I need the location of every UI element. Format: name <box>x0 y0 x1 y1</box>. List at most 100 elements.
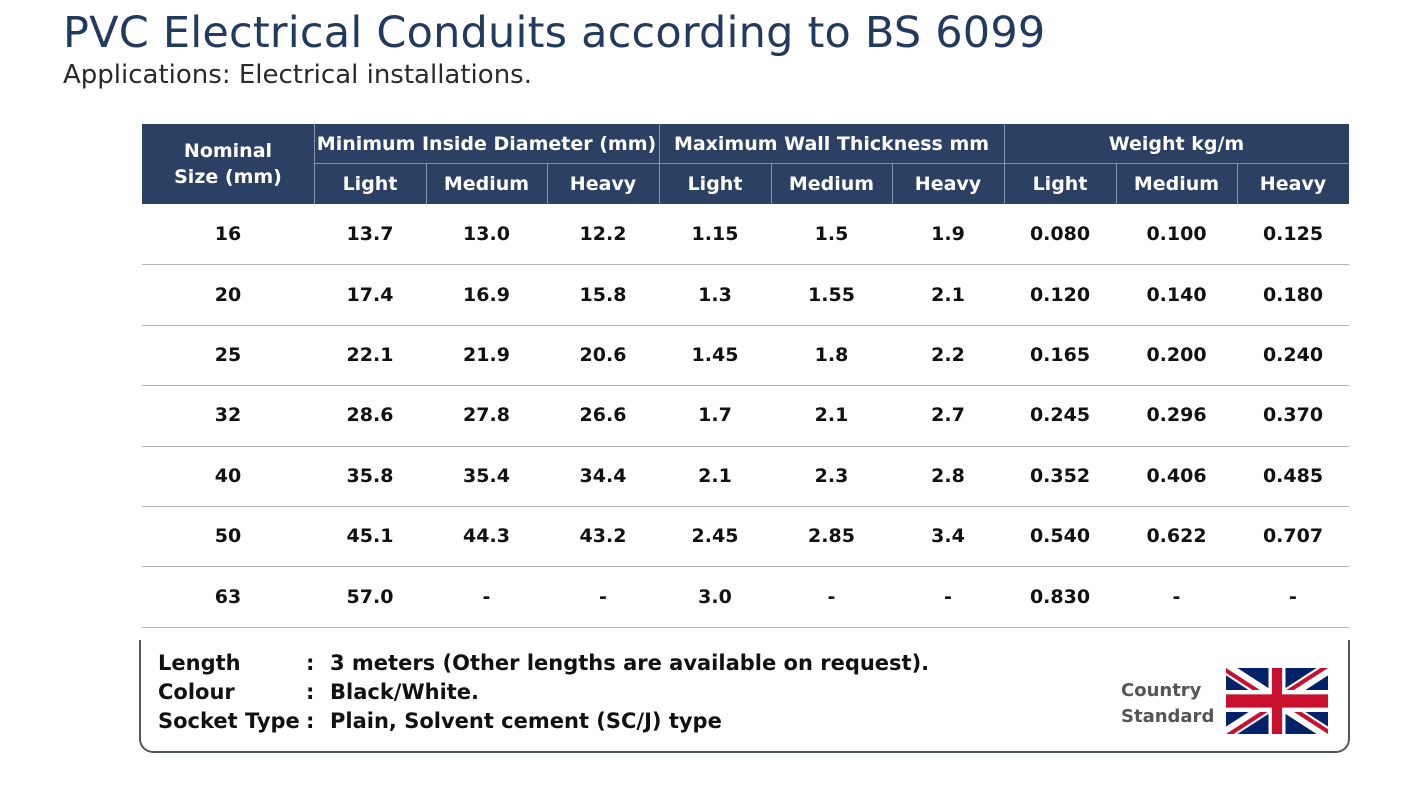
table-cell: 32 <box>214 404 242 427</box>
table-cell: 2.2 <box>931 343 965 366</box>
table-cell: 22.1 <box>346 343 394 366</box>
table-cell: 0.140 <box>1146 283 1207 306</box>
table-cell: 0.200 <box>1146 343 1207 366</box>
table-cell: 2.1 <box>931 283 965 306</box>
badge-text: Country <box>1121 680 1202 701</box>
table-cell: 16.9 <box>463 283 510 306</box>
header-divider <box>1004 124 1005 204</box>
table-cell: 0.622 <box>1146 525 1207 548</box>
table-cell: 35.4 <box>463 464 510 487</box>
spec-value: Black/White. <box>330 680 480 704</box>
table-cell: 0.240 <box>1262 343 1324 366</box>
spec-label: Colour <box>158 680 235 704</box>
table-cell: 2.8 <box>931 464 965 487</box>
table-cell: 35.8 <box>346 464 394 487</box>
table-cell: 15.8 <box>579 283 627 306</box>
sub-header: Heavy <box>892 163 1004 204</box>
row-divider <box>142 566 1349 568</box>
table-cell: - <box>482 585 491 608</box>
table-cell: 0.245 <box>1029 404 1091 427</box>
table-cell: 1.45 <box>691 343 739 366</box>
spec-value: Plain, Solvent cement (SC/J) type <box>330 709 722 733</box>
table-cell: 28.6 <box>346 404 394 427</box>
table-cell: 2.1 <box>698 464 732 487</box>
table-cell: 1.55 <box>808 283 855 306</box>
row-divider <box>142 385 1349 387</box>
table-cell: 26.6 <box>579 404 627 427</box>
table-cell: 0.120 <box>1029 283 1091 306</box>
spec-separator: : <box>306 709 315 733</box>
table-cell: 63 <box>214 585 242 608</box>
group-header: Minimum Inside Diameter (mm) <box>314 124 659 163</box>
sub-header: Light <box>659 163 771 204</box>
table-cell: 50 <box>214 525 242 548</box>
table-cell: - <box>1289 585 1297 608</box>
table-cell: 1.15 <box>691 223 739 246</box>
table-cell: 13.7 <box>346 223 394 246</box>
table-cell: 0.100 <box>1146 223 1207 246</box>
sub-header: Medium <box>426 163 547 204</box>
table-cell: 17.4 <box>346 283 394 306</box>
table-cell: 40 <box>214 464 242 487</box>
table-cell: 0.296 <box>1146 404 1207 427</box>
sub-header: Medium <box>771 163 892 204</box>
group-header: Weight kg/m <box>1004 124 1349 163</box>
table-cell: 0.352 <box>1029 464 1091 487</box>
table-cell: 2.3 <box>814 464 849 487</box>
table-cell: 34.4 <box>579 464 627 487</box>
table-cell: 25 <box>214 343 242 366</box>
header-divider <box>892 163 893 204</box>
table-cell: 1.9 <box>931 223 965 246</box>
table-cell: 13.0 <box>463 223 510 246</box>
uk-flag <box>1226 668 1328 734</box>
row-divider <box>142 626 1349 628</box>
table-cell: 21.9 <box>463 343 510 366</box>
sub-header: Light <box>1004 163 1116 204</box>
header-divider <box>426 163 427 204</box>
sub-header: Heavy <box>547 163 659 204</box>
table-cell: 0.080 <box>1029 223 1091 246</box>
row-divider <box>142 264 1349 266</box>
spec-value: 3 meters (Other lengths are available on… <box>330 651 930 675</box>
header-divider <box>314 124 315 204</box>
spec-label: Socket Type <box>158 709 300 733</box>
row-divider <box>142 445 1349 447</box>
table-cell: 43.2 <box>579 525 627 548</box>
table-cell: 16 <box>214 223 242 246</box>
table-cell: 20 <box>214 283 242 306</box>
sub-header: Light <box>314 163 426 204</box>
spec-separator: : <box>306 680 315 704</box>
group-header: Maximum Wall Thickness mm <box>659 124 1004 163</box>
table-cell: 3.4 <box>931 525 965 548</box>
table-cell: 45.1 <box>346 525 394 548</box>
spec-separator: : <box>306 651 315 675</box>
sub-header: Heavy <box>1237 163 1349 204</box>
header-divider <box>315 163 659 164</box>
table-cell: 0.370 <box>1262 404 1324 427</box>
table-cell: 1.7 <box>698 404 732 427</box>
subtitle: Applications: Electrical installations. <box>63 60 532 90</box>
spec-label: Length <box>158 651 241 675</box>
header-divider <box>1116 163 1117 204</box>
table-cell: 1.8 <box>814 343 849 366</box>
table-cell: 2.45 <box>691 525 739 548</box>
table-cell: - <box>944 585 952 608</box>
table-cell: 2.1 <box>814 404 849 427</box>
row-divider <box>142 324 1349 326</box>
header-divider <box>547 163 548 204</box>
header-cell: Nominal Size (mm) <box>142 124 314 204</box>
row-divider <box>142 506 1349 507</box>
table-cell: 0.540 <box>1029 525 1091 548</box>
sub-header: Medium <box>1116 163 1237 204</box>
table-cell: - <box>1172 585 1181 608</box>
table-cell: 12.2 <box>579 223 627 246</box>
table-cell: 0.180 <box>1262 283 1324 306</box>
table-cell: 0.830 <box>1029 585 1091 608</box>
table-cell: 1.5 <box>814 223 849 246</box>
table-cell: 0.125 <box>1262 223 1324 246</box>
header-divider <box>659 124 660 204</box>
table-cell: 20.6 <box>579 343 627 366</box>
table-cell: 0.165 <box>1029 343 1091 366</box>
title: PVC Electrical Conduits according to BS … <box>63 8 1046 58</box>
table-cell: 2.7 <box>931 404 965 427</box>
